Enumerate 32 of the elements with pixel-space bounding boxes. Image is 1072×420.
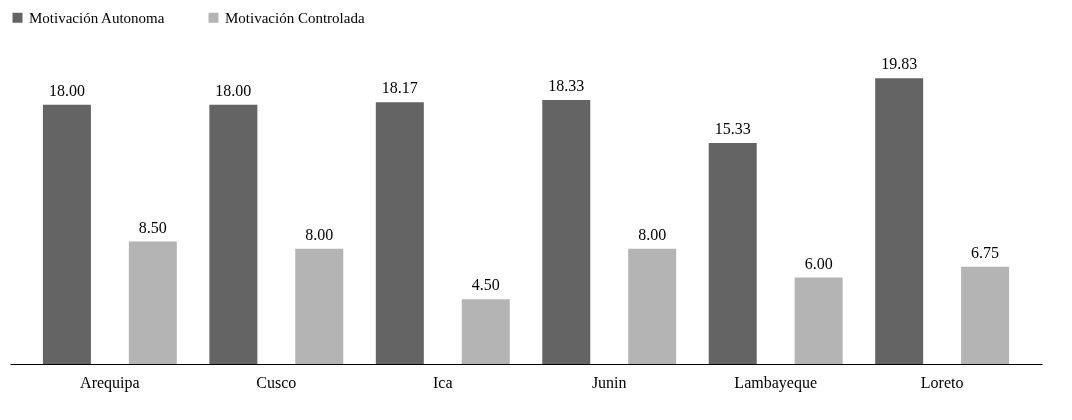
bar (209, 104, 258, 364)
data-label: 8.50 (138, 218, 167, 236)
x-tick-label: Arequipa (80, 373, 140, 392)
data-label: 4.50 (471, 276, 500, 294)
data-label: 8.00 (305, 225, 334, 243)
x-tick-label: Ica (433, 373, 453, 391)
data-label: 8.00 (638, 225, 667, 243)
data-label: 18.00 (215, 81, 252, 99)
bar (42, 104, 91, 364)
bar (461, 299, 510, 364)
bar (794, 277, 843, 364)
bar (542, 99, 591, 364)
data-label: 19.83 (881, 55, 918, 73)
legend-label: Motivación Controlada (225, 9, 365, 26)
bar (961, 266, 1010, 364)
x-tick-label: Junin (591, 373, 627, 391)
x-tick-label: Loreto (920, 373, 964, 391)
data-label: 6.75 (971, 243, 1000, 261)
bar (128, 241, 177, 364)
data-label: 18.17 (381, 79, 418, 97)
data-label: 18.33 (548, 76, 585, 94)
x-tick-label: Lambayeque (734, 373, 817, 392)
bar (708, 143, 757, 364)
bar (875, 78, 924, 364)
bar (375, 102, 424, 364)
bar (628, 248, 677, 364)
bar (295, 248, 344, 364)
data-label: 18.00 (48, 81, 85, 99)
legend-label: Motivación Autonoma (29, 9, 165, 26)
data-label: 15.33 (714, 120, 751, 138)
data-label: 6.00 (804, 254, 833, 272)
x-tick-label: Cusco (256, 373, 297, 391)
